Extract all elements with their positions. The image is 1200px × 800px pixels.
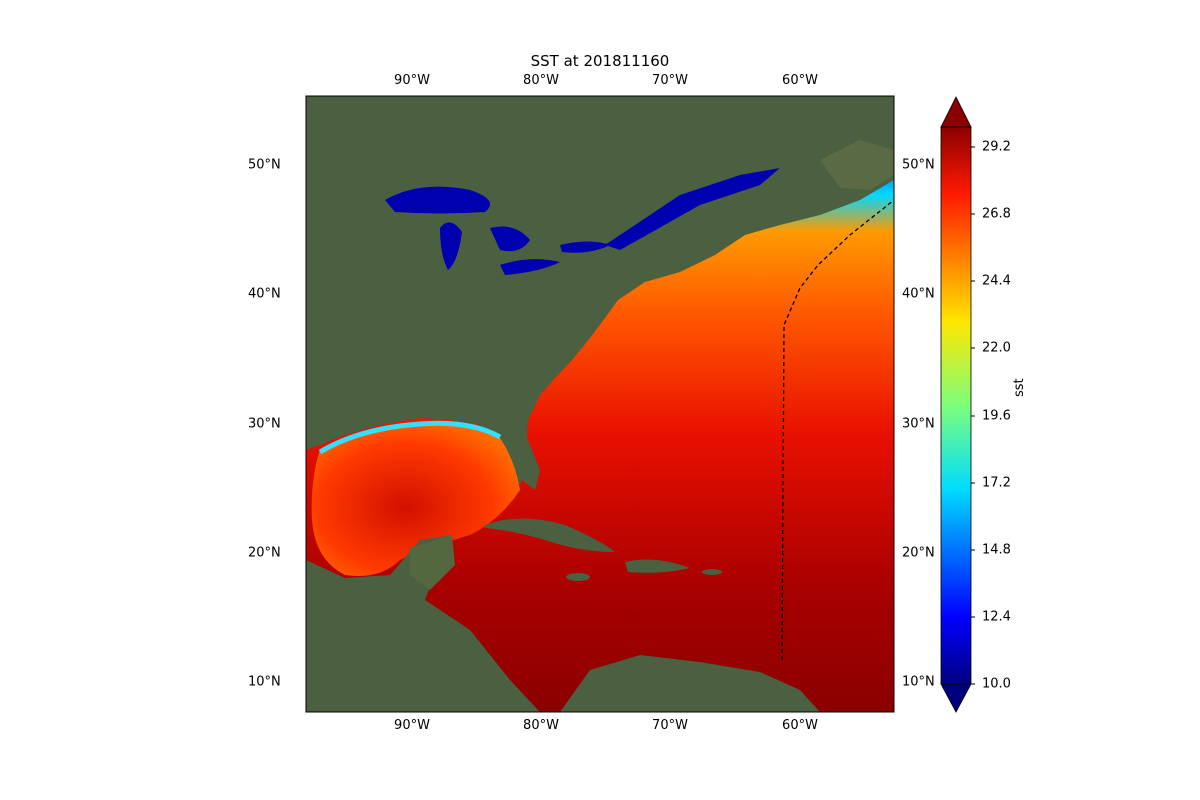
lake-huron [490,226,530,252]
lon-label-bottom: 70°W [652,718,688,733]
colorbar [940,96,975,713]
lat-label-left: 50°N [248,157,281,173]
lake-erie [500,259,560,275]
hispaniola-land [625,559,690,573]
lon-label-top: 80°W [523,73,559,88]
colorbar-tick-label: 26.8 [982,206,1011,222]
lat-label-right: 50°N [902,157,935,173]
lon-label-top: 60°W [782,73,818,88]
lake-ontario [560,241,610,253]
colorbar-extend-max [940,96,972,128]
colorbar-tick-label: 22.0 [982,340,1011,356]
lake-michigan [440,222,462,270]
gulf-of-mexico-sst [311,423,520,576]
lat-label-left: 40°N [248,286,281,302]
colorbar-tick-label: 24.4 [982,273,1011,289]
lat-label-right: 20°N [902,545,935,561]
colorbar-tick-label: 29.2 [982,139,1011,155]
lat-label-right: 40°N [902,286,935,302]
map-frame [305,95,895,713]
lon-label-bottom: 80°W [523,718,559,733]
colorbar-tick-label: 12.4 [982,609,1011,625]
colorbar-tick-label: 10.0 [982,676,1011,692]
newfoundland-land [820,140,894,190]
lon-label-bottom: 90°W [394,718,430,733]
puerto-rico-land [702,569,722,575]
st-lawrence-gulf [605,168,780,250]
central-america-land [306,535,540,712]
lon-label-top: 90°W [394,73,430,88]
colorbar-frame [940,126,972,685]
south-america-land [560,655,820,712]
lat-label-right: 10°N [902,674,935,690]
colorbar-gradient [941,127,971,684]
lat-label-left: 30°N [248,416,281,432]
lon-label-top: 70°W [652,73,688,88]
florida-land [510,440,540,490]
plot-title: SST at 201811160 [530,52,670,70]
lat-label-left: 10°N [248,674,281,690]
cuba-land [485,518,615,552]
jamaica-land [566,573,590,581]
yucatan-land [410,535,455,590]
lake-superior [385,186,490,214]
colorbar-label: sst [1012,378,1027,397]
colorbar-tick-marks [971,146,975,685]
colorbar-tick-label: 14.8 [982,542,1011,558]
map-area [306,96,894,712]
lat-label-right: 30°N [902,416,935,432]
dashed-boundary-line [781,199,894,661]
lon-label-bottom: 60°W [782,718,818,733]
colorbar-extend-min [940,683,972,713]
lat-label-left: 20°N [248,545,281,561]
colorbar-tick-label: 19.6 [982,408,1011,424]
gulf-coast-cool-band [318,420,502,455]
colorbar-tick-label: 17.2 [982,475,1011,491]
